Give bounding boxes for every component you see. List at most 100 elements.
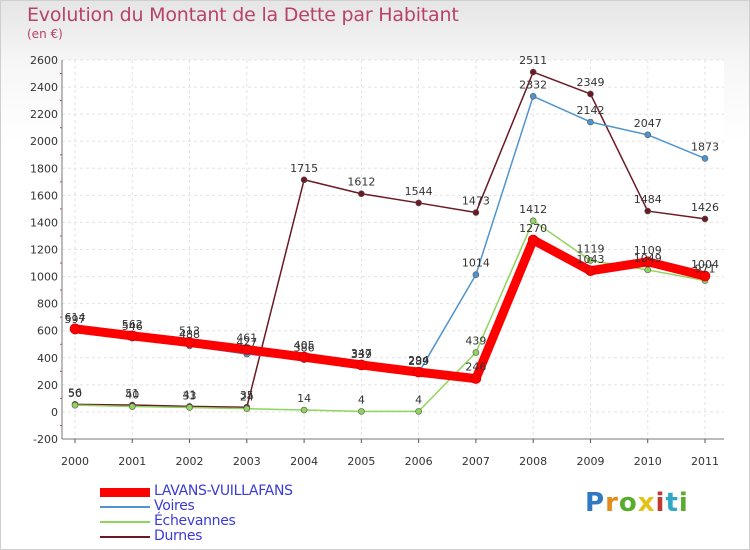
data-label-0: 461: [236, 332, 257, 345]
logo-letter: i: [655, 488, 666, 518]
series-point-2: [300, 406, 308, 414]
series-point-2: [472, 349, 480, 356]
data-label-1: 386: [294, 342, 315, 355]
data-label-0: 513: [179, 324, 200, 337]
data-label-2: 4: [415, 393, 422, 406]
series-point-2: [358, 408, 365, 415]
x-tick-label: 2001: [118, 455, 146, 468]
data-label-3: 1484: [634, 193, 662, 206]
y-tick-label: 1200: [30, 244, 58, 257]
series-point-0: [298, 351, 310, 363]
series-point-0: [585, 265, 596, 277]
data-label-0: 294: [408, 354, 429, 367]
data-label-2: 1119: [576, 242, 604, 255]
data-label-0: 1043: [576, 253, 604, 266]
data-label-2: 439: [465, 335, 486, 348]
x-tick-label: 2008: [519, 455, 547, 468]
legend-label: Durnes: [154, 528, 203, 544]
data-label-1: 1014: [462, 257, 490, 270]
y-tick-label: 400: [37, 352, 58, 365]
legend-label: Échevannes: [154, 513, 236, 529]
data-label-2: 4: [358, 393, 365, 406]
data-label-3: 2349: [576, 76, 604, 89]
logo-letter: t: [665, 488, 679, 518]
series-point-0: [527, 234, 539, 246]
y-tick-label: 1400: [30, 216, 58, 229]
series-point-3: [529, 68, 537, 76]
y-tick-label: 1800: [30, 162, 58, 175]
series: [69, 68, 711, 415]
legend-item: Échevannes: [100, 514, 360, 529]
data-label-0: 1109: [634, 244, 662, 257]
series-point-3: [300, 176, 308, 184]
data-label-3: 1715: [290, 162, 318, 175]
data-label-0: 347: [351, 347, 372, 360]
x-tick-label: 2007: [462, 455, 490, 468]
data-label-3: 1426: [691, 201, 719, 214]
legend-label: Voires: [154, 498, 195, 514]
data-label-2: 1412: [519, 203, 547, 216]
data-label-1: 2142: [576, 104, 604, 117]
x-tick-label: 2011: [691, 455, 719, 468]
data-label-2: 33: [183, 389, 197, 402]
x-tick-label: 2003: [233, 455, 261, 468]
data-labels: 56 51 41 35 1715 1612 1544 1473 2511 2349 1484 1426…: [65, 54, 720, 406]
y-tick-label: 600: [37, 325, 58, 338]
data-label-1: 597: [65, 313, 86, 326]
series-point-1: [472, 271, 480, 278]
logo-letter: r: [605, 488, 619, 518]
x-tick-label: 2005: [347, 455, 375, 468]
y-tick-label: 1600: [30, 189, 58, 202]
data-label-2: 971: [695, 262, 716, 275]
y-tick-label: 2600: [30, 54, 58, 67]
data-label-2: 1049: [634, 252, 662, 265]
data-label-1: 339: [351, 348, 372, 361]
data-label-3: 1544: [405, 185, 433, 198]
series-point-1: [644, 131, 652, 139]
y-tick-label: 200: [37, 379, 58, 392]
legend-swatch: [100, 521, 150, 523]
series-point-2: [529, 217, 537, 225]
data-label-0: 614: [65, 311, 86, 324]
chart-unit: (en €): [27, 27, 63, 41]
data-label-1: 2332: [519, 78, 547, 91]
data-label-3: 35: [240, 389, 254, 402]
data-label-1: 2047: [634, 117, 662, 130]
series-point-0: [699, 270, 711, 282]
series-line-0: [70, 235, 710, 384]
data-label-2: 50: [68, 387, 82, 400]
series-point-2: [186, 404, 193, 411]
y-tick-label: 2000: [30, 135, 58, 148]
y-tick-label: 0: [51, 406, 58, 419]
data-label-3: 56: [68, 386, 82, 399]
data-label-2: 40: [125, 389, 139, 402]
legend-item: Voires: [100, 499, 360, 514]
series-line-3: [74, 71, 706, 408]
data-label-3: 51: [125, 387, 139, 400]
series-point-0: [69, 323, 81, 335]
logo-letter: x: [637, 488, 656, 518]
data-label-1: 546: [122, 320, 143, 333]
legend-item: LAVANS-VUILLAFANS: [100, 484, 360, 499]
y-tick-label: 2200: [30, 108, 58, 121]
series-point-2: [587, 257, 594, 264]
legend-swatch: [100, 487, 150, 497]
data-label-1: 427: [236, 336, 257, 349]
x-tick-label: 2002: [176, 455, 204, 468]
series-line-2: [74, 220, 706, 413]
series-point-0: [126, 330, 138, 342]
x-tick-label: 2009: [576, 455, 604, 468]
legend-label: LAVANS-VUILLAFANS: [154, 483, 293, 499]
series-point-0: [356, 359, 367, 371]
series-point-3: [701, 215, 709, 223]
series-point-0: [413, 366, 424, 378]
series-point-0: [184, 337, 195, 348]
legend-swatch: [100, 536, 150, 538]
series-point-3: [415, 199, 422, 207]
data-label-0: 246: [465, 361, 486, 374]
legend-swatch: [100, 506, 150, 508]
series-point-2: [243, 405, 251, 412]
data-label-3: 2511: [519, 54, 547, 67]
logo-letter: i: [678, 488, 689, 518]
